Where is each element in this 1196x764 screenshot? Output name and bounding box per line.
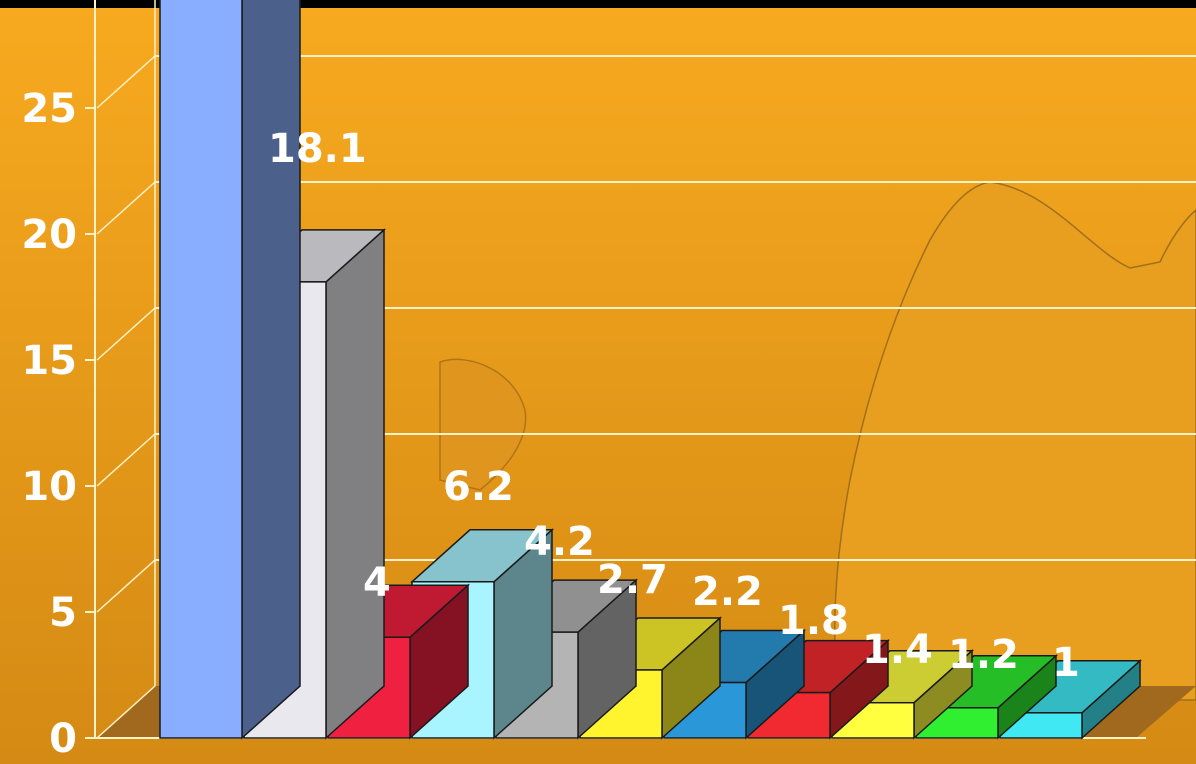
- gridline-side: [96, 181, 156, 235]
- bars: [159, 0, 1142, 740]
- data-label: 4.2: [524, 519, 595, 565]
- top-border: [0, 0, 1196, 8]
- map-shape: [834, 181, 1196, 701]
- y-tick-label: 25: [21, 86, 77, 132]
- gridline-side: [96, 559, 156, 613]
- data-label: 1.2: [948, 632, 1019, 678]
- gridline-side: [96, 433, 156, 487]
- data-label: 1: [1052, 640, 1080, 686]
- data-label: 2.7: [597, 557, 668, 603]
- map-shape: [439, 358, 527, 491]
- data-label: 18.1: [268, 126, 367, 172]
- bar: [159, 0, 301, 740]
- bar-front: [159, 0, 243, 739]
- data-label: 6.2: [443, 464, 514, 510]
- data-label: 2.2: [692, 569, 763, 615]
- gridline-side: [96, 685, 156, 739]
- y-tick-label: 10: [21, 464, 77, 510]
- data-labels: 18.1 4 6.24.22.7 2.2 1.8 1.4 1.2 1: [268, 126, 1080, 686]
- data-label: 4: [363, 560, 391, 606]
- y-tick-label: 5: [49, 590, 77, 636]
- y-tick-label: 0: [49, 716, 77, 762]
- bar-side: [241, 0, 301, 740]
- data-label: 1.4: [862, 627, 933, 673]
- gridline-side: [96, 55, 156, 109]
- y-tick-label: 15: [21, 338, 77, 384]
- gridline-side: [96, 307, 156, 361]
- y-tick-label: 20: [21, 212, 77, 258]
- data-label: 1.8: [778, 598, 849, 644]
- bar-side: [325, 228, 385, 740]
